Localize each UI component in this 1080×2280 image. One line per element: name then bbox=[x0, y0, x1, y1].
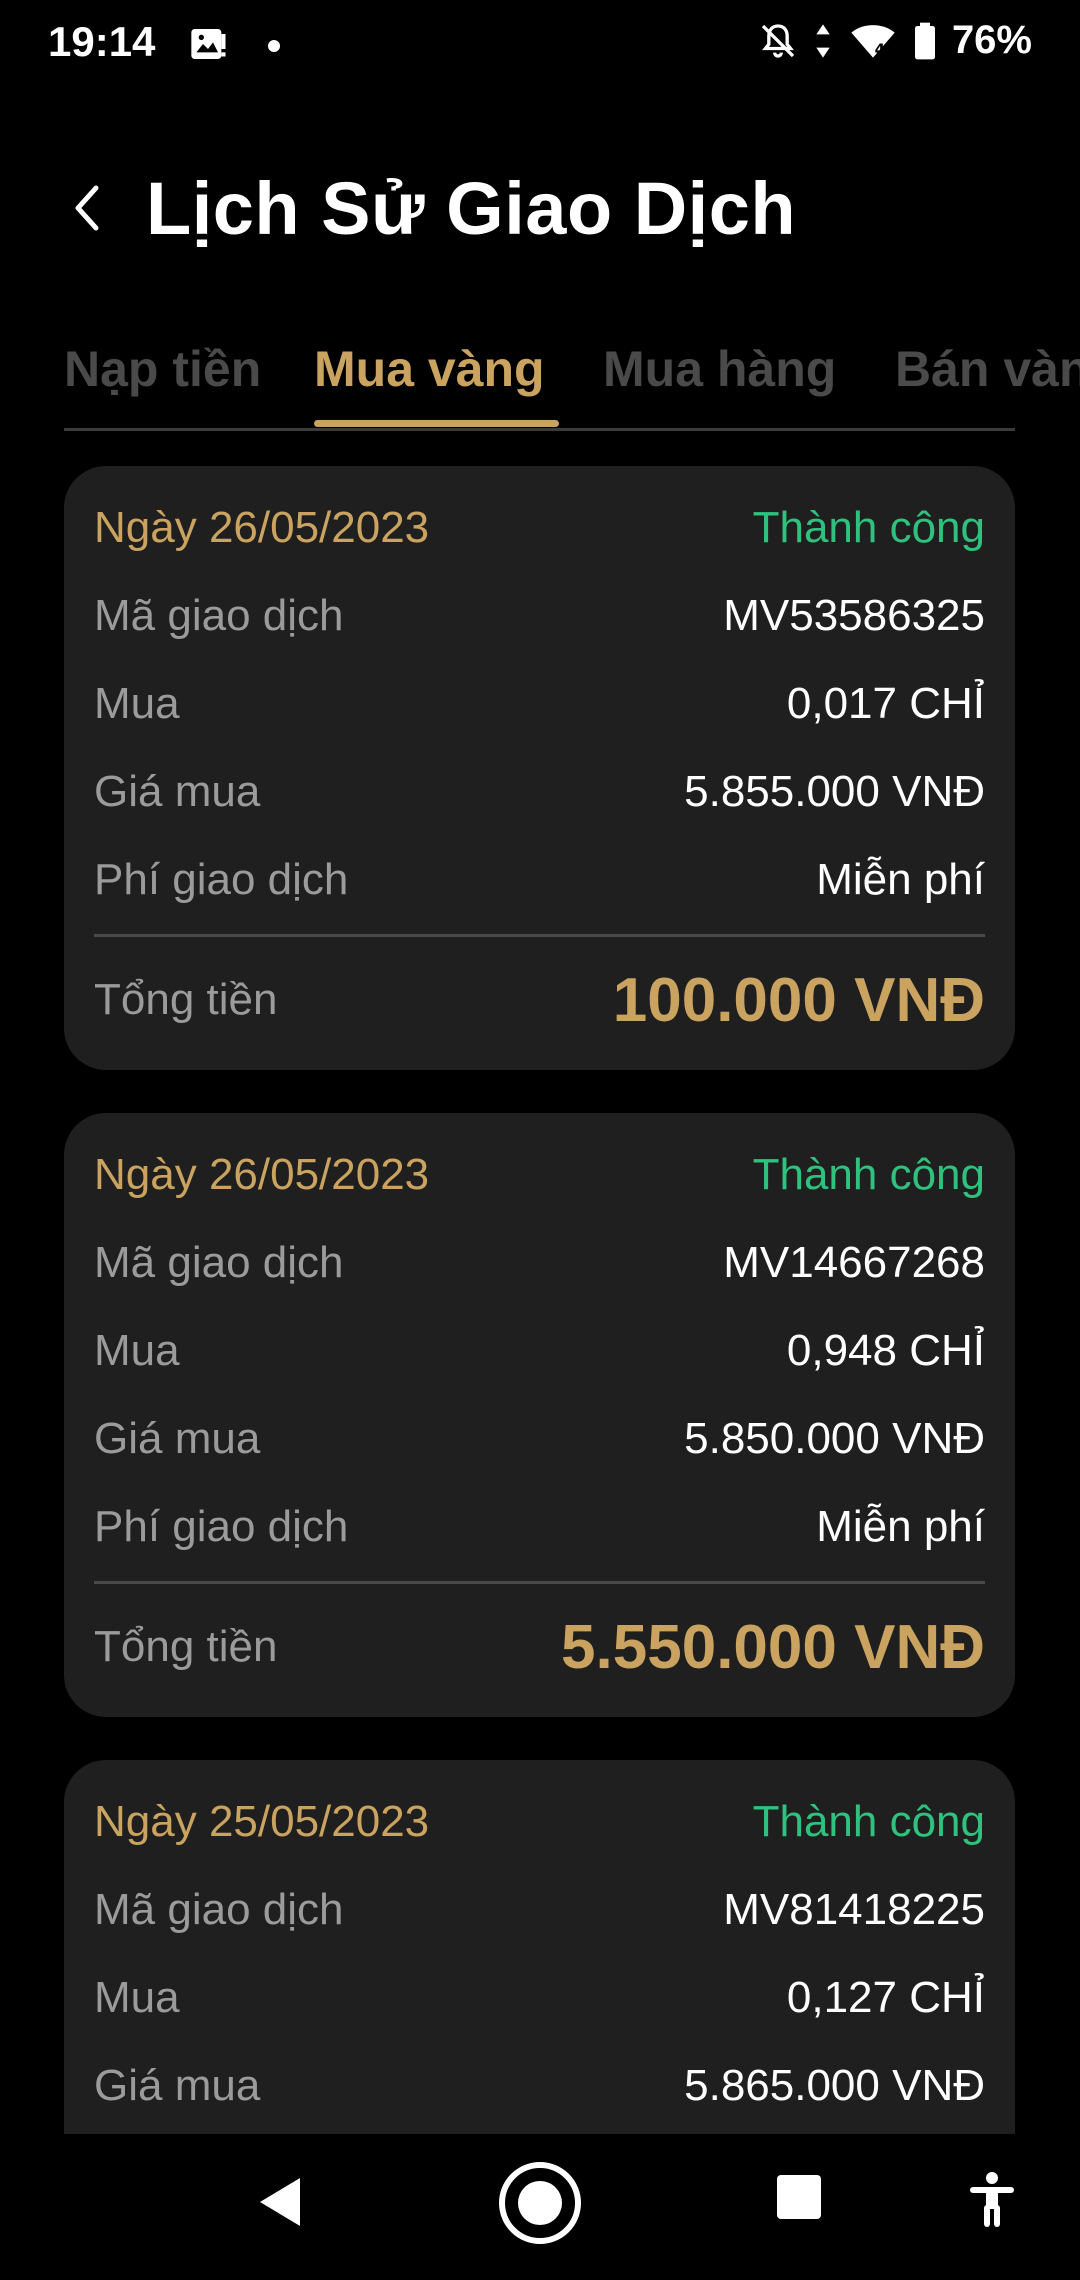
transaction-date: Ngày 26/05/2023 bbox=[94, 503, 430, 552]
code-label: Mã giao dịch bbox=[94, 1885, 344, 1934]
header: Lịch Sử Giao Dịch bbox=[0, 150, 1080, 270]
price-row: Giá mua 5.855.000 VNĐ bbox=[94, 762, 985, 822]
fee-label: Phí giao dịch bbox=[94, 855, 349, 904]
code-label: Mã giao dịch bbox=[94, 591, 344, 640]
transaction-card[interactable]: Ngày 26/05/2023 Thành công Mã giao dịch … bbox=[64, 466, 1015, 1070]
code-row: Mã giao dịch MV14667268 bbox=[94, 1233, 985, 1293]
transaction-date: Ngày 26/05/2023 bbox=[94, 1150, 430, 1199]
fee-label: Phí giao dịch bbox=[94, 1502, 349, 1551]
buy-price: 5.865.000 VNĐ bbox=[684, 2061, 985, 2110]
wifi-icon: 4 bbox=[851, 24, 895, 58]
buy-label: Mua bbox=[94, 1973, 180, 2022]
accessibility-icon bbox=[970, 2172, 1014, 2227]
tab-mua-hang[interactable]: Mua hàng bbox=[603, 341, 837, 397]
tab-ban-vang[interactable]: Bán vàng bbox=[895, 341, 1080, 397]
total-amount: 100.000 VNĐ bbox=[612, 965, 985, 1035]
transaction-code: MV53586325 bbox=[723, 591, 985, 640]
tabs-divider bbox=[64, 428, 1015, 431]
price-label: Giá mua bbox=[94, 767, 261, 816]
status-badge: Thành công bbox=[752, 1797, 985, 1846]
transaction-fee: Miễn phí bbox=[816, 855, 985, 904]
amount-row: Mua 0,017 CHỈ bbox=[94, 674, 985, 734]
system-nav-bar bbox=[0, 2134, 1080, 2280]
gallery-icon bbox=[191, 29, 226, 59]
total-label: Tổng tiền bbox=[94, 975, 278, 1024]
price-label: Giá mua bbox=[94, 2061, 261, 2110]
price-row: Giá mua 5.850.000 VNĐ bbox=[94, 1409, 985, 1469]
transaction-fee: Miễn phí bbox=[816, 1502, 985, 1551]
gold-amount: 0,017 CHỈ bbox=[786, 679, 985, 728]
nav-home-button[interactable] bbox=[497, 2160, 583, 2246]
back-triangle-icon bbox=[260, 2178, 300, 2226]
nav-back-button[interactable] bbox=[250, 2172, 310, 2232]
total-row: Tổng tiền 100.000 VNĐ bbox=[94, 960, 985, 1040]
buy-label: Mua bbox=[94, 679, 180, 728]
data-arrows-icon bbox=[816, 23, 830, 58]
transaction-code: MV14667268 bbox=[723, 1238, 985, 1287]
home-circle-icon bbox=[499, 2162, 581, 2244]
tab-mua-vang[interactable]: Mua vàng bbox=[314, 341, 545, 397]
buy-price: 5.855.000 VNĐ bbox=[684, 767, 985, 816]
code-row: Mã giao dịch MV81418225 bbox=[94, 1880, 985, 1940]
total-amount: 5.550.000 VNĐ bbox=[561, 1612, 985, 1682]
nav-accessibility-button[interactable] bbox=[964, 2170, 1020, 2230]
status-badge: Thành công bbox=[752, 503, 985, 552]
buy-label: Mua bbox=[94, 1326, 180, 1375]
nav-recents-button[interactable] bbox=[774, 2172, 824, 2222]
fee-row: Phí giao dịch Miễn phí bbox=[94, 850, 985, 910]
amount-row: Mua 0,948 CHỈ bbox=[94, 1321, 985, 1381]
svg-text:4: 4 bbox=[875, 40, 885, 58]
status-badge: Thành công bbox=[752, 1150, 985, 1199]
bell-off-icon bbox=[761, 23, 795, 58]
total-label: Tổng tiền bbox=[94, 1622, 278, 1671]
price-row: Giá mua 5.865.000 VNĐ bbox=[94, 2056, 985, 2116]
page-title: Lịch Sử Giao Dịch bbox=[146, 167, 797, 250]
status-right: 4 76% bbox=[758, 18, 1032, 63]
transaction-code: MV81418225 bbox=[723, 1885, 985, 1934]
transaction-card[interactable]: Ngày 26/05/2023 Thành công Mã giao dịch … bbox=[64, 1113, 1015, 1717]
fee-row: Phí giao dịch Miễn phí bbox=[94, 1497, 985, 1557]
card-divider bbox=[94, 1581, 985, 1584]
back-button[interactable] bbox=[56, 178, 116, 238]
amount-row: Mua 0,127 CHỈ bbox=[94, 1968, 985, 2028]
notification-dot bbox=[268, 40, 280, 52]
buy-price: 5.850.000 VNĐ bbox=[684, 1414, 985, 1463]
transaction-date: Ngày 25/05/2023 bbox=[94, 1797, 430, 1846]
card-header-row: Ngày 26/05/2023 Thành công bbox=[94, 1145, 985, 1205]
battery-percent: 76% bbox=[951, 18, 1032, 62]
active-tab-indicator bbox=[314, 420, 559, 427]
card-header-row: Ngày 25/05/2023 Thành công bbox=[94, 1792, 985, 1852]
gold-amount: 0,127 CHỈ bbox=[786, 1973, 985, 2022]
tab-nap-tien[interactable]: Nạp tiền bbox=[64, 341, 262, 397]
recents-square-icon bbox=[777, 2175, 821, 2219]
transaction-list[interactable]: Ngày 26/05/2023 Thành công Mã giao dịch … bbox=[0, 466, 1080, 2134]
price-label: Giá mua bbox=[94, 1414, 261, 1463]
card-divider bbox=[94, 934, 985, 937]
status-bar: 19:14 4 76% bbox=[0, 0, 1080, 92]
card-header-row: Ngày 26/05/2023 Thành công bbox=[94, 498, 985, 558]
tab-bar: Nạp tiền Mua vàng Mua hàng Bán vàng bbox=[0, 320, 1080, 430]
chevron-left-icon bbox=[75, 185, 99, 231]
battery-icon bbox=[914, 22, 935, 59]
gold-amount: 0,948 CHỈ bbox=[786, 1326, 985, 1375]
code-row: Mã giao dịch MV53586325 bbox=[94, 586, 985, 646]
transaction-card[interactable]: Ngày 25/05/2023 Thành công Mã giao dịch … bbox=[64, 1760, 1015, 2134]
status-time: 19:14 bbox=[48, 18, 156, 65]
code-label: Mã giao dịch bbox=[94, 1238, 344, 1287]
total-row: Tổng tiền 5.550.000 VNĐ bbox=[94, 1607, 985, 1687]
